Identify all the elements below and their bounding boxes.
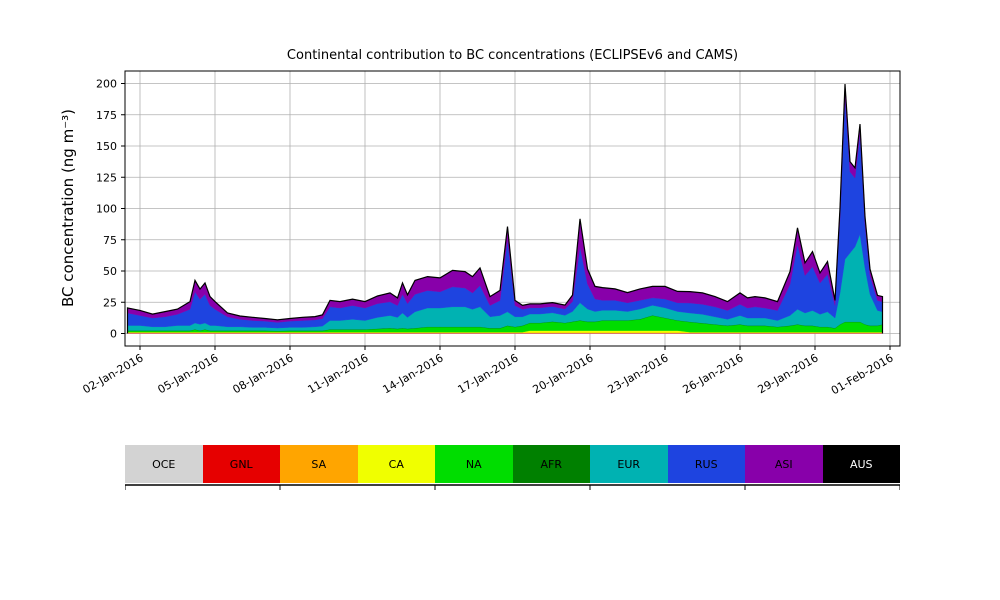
legend-axis	[125, 484, 900, 490]
chart-title: Continental contribution to BC concentra…	[286, 48, 739, 63]
legend: OCE GNL SA CA NA AFR EUR RUS ASI AUS	[125, 445, 900, 483]
x-tick-label: 17-Jan-2016	[456, 351, 521, 396]
legend-item-oce: OCE	[125, 445, 203, 483]
legend-label: RUS	[694, 457, 718, 471]
legend-label: CA	[388, 457, 404, 471]
y-tick-label: 75	[103, 234, 117, 247]
y-tick-label: 100	[96, 203, 117, 216]
x-tick-label: 26-Jan-2016	[681, 351, 746, 396]
y-tick-label: 150	[96, 140, 117, 153]
x-tick-label: 08-Jan-2016	[231, 351, 296, 396]
x-tick-label: 05-Jan-2016	[156, 351, 221, 396]
x-tick-label: 29-Jan-2016	[756, 351, 821, 396]
legend-item-afr: AFR	[512, 445, 590, 483]
y-tick-label: 175	[96, 109, 117, 122]
y-tick-label: 200	[96, 78, 117, 91]
legend-item-aus: AUS	[822, 445, 900, 483]
legend-item-ca: CA	[357, 445, 435, 483]
legend-label: SA	[311, 457, 327, 471]
y-tick-label: 50	[103, 265, 117, 278]
plot-area: 0 25 50 75 100 125 150 175 200 02-Jan-2016 05-Jan-…	[81, 70, 901, 397]
legend-item-asi: ASI	[745, 445, 823, 483]
y-tick-label: 125	[96, 171, 117, 184]
x-tick-label: 20-Jan-2016	[531, 351, 596, 396]
x-tick-label: 11-Jan-2016	[306, 351, 371, 396]
total-outline	[126, 84, 884, 334]
legend-label: ASI	[774, 457, 793, 471]
legend-label: NA	[465, 457, 482, 471]
legend-item-sa: SA	[280, 445, 358, 483]
y-tick-label: 0	[110, 328, 117, 341]
legend-item-na: NA	[435, 445, 513, 483]
legend-label: AFR	[540, 457, 563, 471]
legend-label: AUS	[849, 457, 873, 471]
legend-item-eur: EUR	[590, 445, 668, 483]
x-tick-label: 02-Jan-2016	[81, 351, 146, 396]
area-rus	[127, 96, 883, 329]
x-tick-label: 23-Jan-2016	[606, 351, 671, 396]
legend-item-gnl: GNL	[202, 445, 280, 483]
legend-label: EUR	[617, 457, 641, 471]
x-tick-label: 01-Feb-2016	[829, 351, 896, 397]
y-tick-label: 25	[103, 296, 117, 309]
x-tick-label: 14-Jan-2016	[381, 351, 446, 396]
legend-label: GNL	[229, 457, 253, 471]
legend-item-rus: RUS	[667, 445, 745, 483]
legend-label: OCE	[152, 457, 176, 471]
